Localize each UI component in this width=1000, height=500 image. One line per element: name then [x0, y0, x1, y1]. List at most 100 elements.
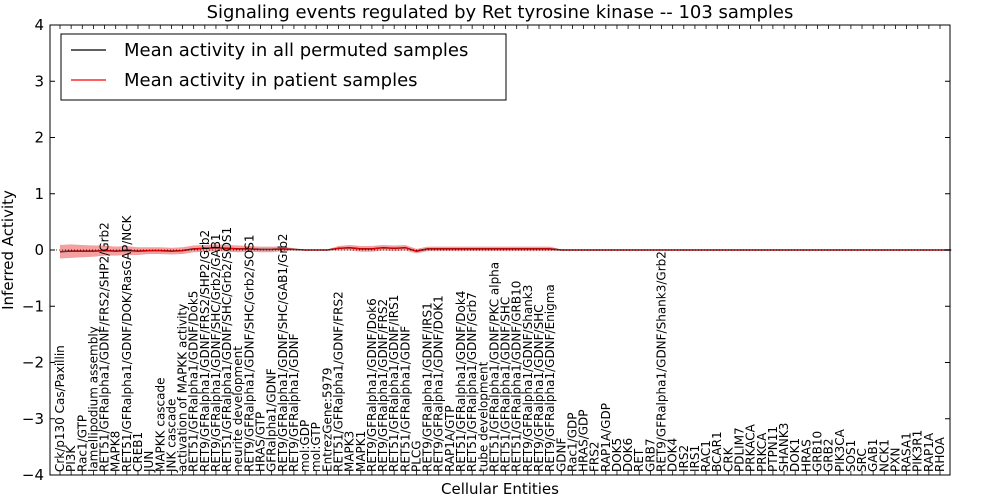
category-label: RET51/GFRalpha1/GDNF/PKC alpha — [487, 262, 501, 472]
category-label: Rac1/GTP — [75, 415, 89, 472]
category-label: RET51/GFRalpha1/GDNF/FRS2 — [331, 291, 345, 472]
category-label: RET51/GFRalpha1/GDNF/SHC — [499, 297, 513, 472]
category-label: RET51/GFRalpha1/GDNF/Grb7 — [465, 292, 479, 472]
category-label: RET9/GFRalpha1/GDNF/IRS1 — [421, 302, 435, 472]
category-label: JUN — [142, 451, 156, 473]
category-label: MAPK8 — [109, 431, 123, 472]
category-label: MAPK1 — [354, 431, 368, 472]
category-label: RET9/GFRalpha1/GDNF/FRS2 — [376, 299, 390, 472]
category-label: PLCG — [409, 440, 423, 472]
category-label: SOS1 — [844, 440, 858, 472]
category-label: activation of MAPKK activity — [176, 304, 190, 472]
category-label: RAC1 — [699, 440, 713, 472]
category-label: GDNF — [554, 437, 568, 472]
ytick-label: 3 — [34, 72, 44, 90]
ytick-label: 4 — [34, 16, 44, 34]
category-label: RET51/GFRalpha1/GDNF/GRB10 — [510, 281, 524, 472]
category-label: IRS2 — [677, 445, 691, 472]
series-layer — [59, 247, 952, 253]
category-label: RET51/GFRalpha1/GDNF/SHC/Grb2/SOS1 — [220, 227, 234, 472]
category-label: GRB10 — [810, 431, 824, 472]
category-label: RET9/GFRalpha1/GDNF/SHC — [532, 304, 546, 472]
category-label: RET9/GFRalpha1/GDNF — [287, 333, 301, 472]
legend: Mean activity in all permuted samples Me… — [60, 33, 507, 101]
category-label: RET9/GFRalpha1/GDNF/Shank3 — [521, 285, 535, 472]
legend-box — [60, 33, 507, 101]
category-label: lamellipodium assembly — [86, 326, 100, 472]
category-label: CREB1 — [131, 432, 145, 472]
category-label: RET9/GFRalpha1/GDNF/Enigma — [543, 284, 557, 472]
category-label: MAPK3 — [343, 431, 357, 472]
category-label: PDLIM7 — [732, 427, 746, 472]
category-label: RET51/GFRalpha1/GDNF/Dok5 — [187, 291, 201, 472]
ytick-label: −3 — [22, 410, 44, 428]
category-label: EntrezGene:5979 — [320, 368, 334, 473]
category-label: HRAS/GTP — [254, 412, 268, 472]
category-label: RET9/GFRalpha1/GDNF/SHC/Grb2/SOS1 — [242, 234, 256, 472]
y-axis-title: Inferred Activity — [0, 190, 17, 310]
category-label: RET9/GFRalpha1/GDNF/DOK1 — [432, 295, 446, 472]
category-label: RET — [632, 448, 646, 472]
category-label: SRC — [855, 448, 869, 472]
category-label: RET9/GFRalpha1/GDNF/Shank3/Grb2 — [655, 251, 669, 472]
category-label: RAP1A/GDP — [599, 403, 613, 472]
legend-label-permuted: Mean activity in all permuted samples — [124, 40, 468, 61]
category-label: MAPKK cascade — [153, 377, 167, 472]
category-label: Rac1/GDP — [565, 413, 579, 472]
category-labels: Crk/p130 Cas/PaxillinPI3KRac1/GTPlamelli… — [53, 214, 947, 473]
category-label: DOK6 — [621, 438, 635, 472]
category-label: PTPN11 — [766, 426, 780, 472]
category-label: tube development — [476, 361, 490, 472]
category-label: RET9/GFRalpha1/GDNF/SHC/GAB1/Grb2 — [276, 233, 290, 472]
category-label: RET9/GFRalpha1/GDNF/SHC/Grb2/GAB1 — [209, 233, 223, 472]
category-label: HRAS — [799, 439, 813, 472]
category-label: PIK3CA — [833, 428, 847, 472]
category-label: mol:GTP — [309, 422, 323, 472]
category-label: mol:GDP — [298, 420, 312, 472]
band-layer — [60, 244, 940, 259]
confidence-band — [60, 244, 940, 259]
x-axis-title: Cellular Entities — [441, 480, 559, 498]
category-label: RET51/GFRalpha1/GDNF — [398, 326, 412, 472]
category-label: RET51/GFRalpha1/GDNF/DOK/RasGAP/NCK — [120, 214, 134, 472]
category-label: NCK1 — [877, 439, 891, 472]
ytick-label: 1 — [34, 185, 44, 203]
category-label: RASA1 — [900, 432, 914, 472]
category-label: RHOA — [933, 436, 947, 472]
ytick-label: −1 — [22, 297, 44, 315]
ytick-label: −4 — [22, 466, 44, 484]
category-label: RET51/GFRalpha1/GDNF/FRS2/SHP2/Grb2 — [98, 222, 112, 472]
plot-frame — [49, 24, 951, 476]
chart-title: Signaling events regulated by Ret tyrosi… — [207, 2, 794, 23]
category-label: JNK cascade — [164, 399, 178, 473]
series-line-1 — [59, 247, 952, 253]
category-label: CRK — [721, 446, 735, 472]
x-ticks — [59, 25, 941, 475]
category-label: RAP1A/GTP — [443, 405, 457, 472]
ytick-label: 0 — [34, 241, 44, 259]
ytick-label: 2 — [34, 129, 44, 147]
category-label: PI3K — [64, 445, 78, 472]
category-label: RET51/GFRalpha1/GDNF/Dok4 — [454, 291, 468, 472]
category-label: GRB2 — [822, 438, 836, 472]
category-label: RET51/GFRalpha1/GDNF/IRS1 — [387, 295, 401, 472]
category-label: RAP1A — [922, 432, 936, 472]
ytick-label: −2 — [22, 354, 44, 372]
category-label: PIK3R1 — [911, 430, 925, 472]
legend-label-patient: Mean activity in patient samples — [124, 70, 418, 91]
category-label: GRB7 — [643, 438, 657, 472]
category-label: neurite development — [231, 346, 245, 472]
category-label: RET9/GFRalpha1/GDNF/Dok6 — [365, 298, 379, 472]
category-label: FRS2 — [588, 442, 602, 473]
category-label: HRAS/GDP — [577, 409, 591, 472]
y-ticks: 4 3 2 1 0 −1 −2 −3 −4 — [22, 16, 950, 484]
category-label: GAB1 — [866, 439, 880, 472]
category-label: DOK5 — [610, 438, 624, 472]
category-label: GFRalpha1/GDNF — [265, 368, 279, 472]
category-label: DOK1 — [788, 438, 802, 472]
category-label: RET9/GFRalpha1/GDNF/FRS2/SHP2/Grb2 — [198, 230, 212, 472]
category-label: DOK4 — [666, 438, 680, 472]
category-label: PRKACA — [744, 423, 758, 472]
category-label: BCAR1 — [710, 431, 724, 472]
